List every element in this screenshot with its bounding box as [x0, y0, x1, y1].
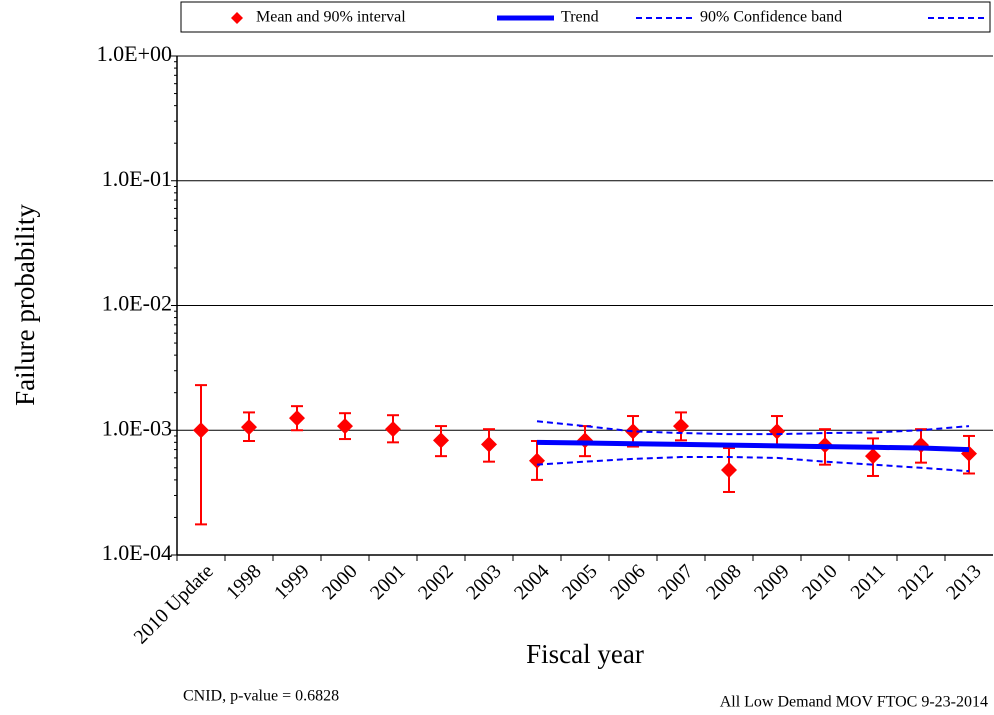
marker: [385, 421, 401, 438]
series-line: [536, 456, 970, 473]
marker: [241, 419, 257, 436]
marker: [769, 423, 785, 440]
x-tick-label: 2008: [702, 560, 746, 604]
marker: [673, 418, 689, 435]
x-tick-label: 1998: [222, 560, 266, 604]
marker: [865, 448, 881, 465]
annotation: All Low Demand MOV FTOC 9-23-2014: [720, 694, 988, 711]
series-line: [536, 420, 970, 436]
y-tick-label: 1.0E-01: [102, 166, 172, 191]
legend-box: [180, 1, 991, 33]
x-tick-label: 2006: [606, 560, 650, 604]
x-tick-label: 2001: [366, 560, 410, 604]
x-tick-label: 2012: [894, 560, 938, 604]
x-tick-label: 2002: [414, 560, 458, 604]
x-tick-label: 2004: [510, 560, 554, 604]
marker: [433, 432, 449, 449]
legend-label: Mean and 90% interval: [256, 9, 406, 26]
x-tick-label: 1999: [270, 560, 314, 604]
x-axis-label: Fiscal year: [526, 639, 644, 669]
y-tick-label: 1.0E-04: [102, 540, 172, 565]
marker: [721, 462, 737, 479]
x-tick-label: 2005: [558, 560, 602, 604]
x-tick-label: 2009: [750, 560, 794, 604]
x-tick-label: 2010: [798, 560, 842, 604]
marker: [289, 410, 305, 427]
y-axis-label: Failure probability: [10, 204, 40, 406]
marker: [529, 452, 545, 469]
x-tick-label: 2011: [846, 560, 889, 603]
x-tick-label: 2007: [654, 560, 698, 604]
legend-label: Trend: [561, 9, 599, 26]
marker: [625, 423, 641, 440]
marker: [481, 436, 497, 453]
legend-marker: [231, 12, 243, 24]
x-tick-label: 2003: [462, 560, 506, 604]
marker: [577, 432, 593, 449]
series-line: [536, 439, 970, 453]
legend-label: 90% Confidence band: [700, 9, 842, 26]
y-tick-label: 1.0E+00: [97, 41, 172, 66]
x-tick-label: 2010 Update: [130, 560, 218, 648]
y-tick-label: 1.0E-02: [102, 291, 172, 316]
y-tick-label: 1.0E-03: [102, 415, 172, 440]
marker: [193, 422, 209, 439]
x-tick-label: 2013: [942, 560, 986, 604]
x-tick-label: 2000: [318, 560, 362, 604]
annotation: CNID, p-value = 0.6828: [183, 688, 339, 705]
marker: [337, 418, 353, 435]
